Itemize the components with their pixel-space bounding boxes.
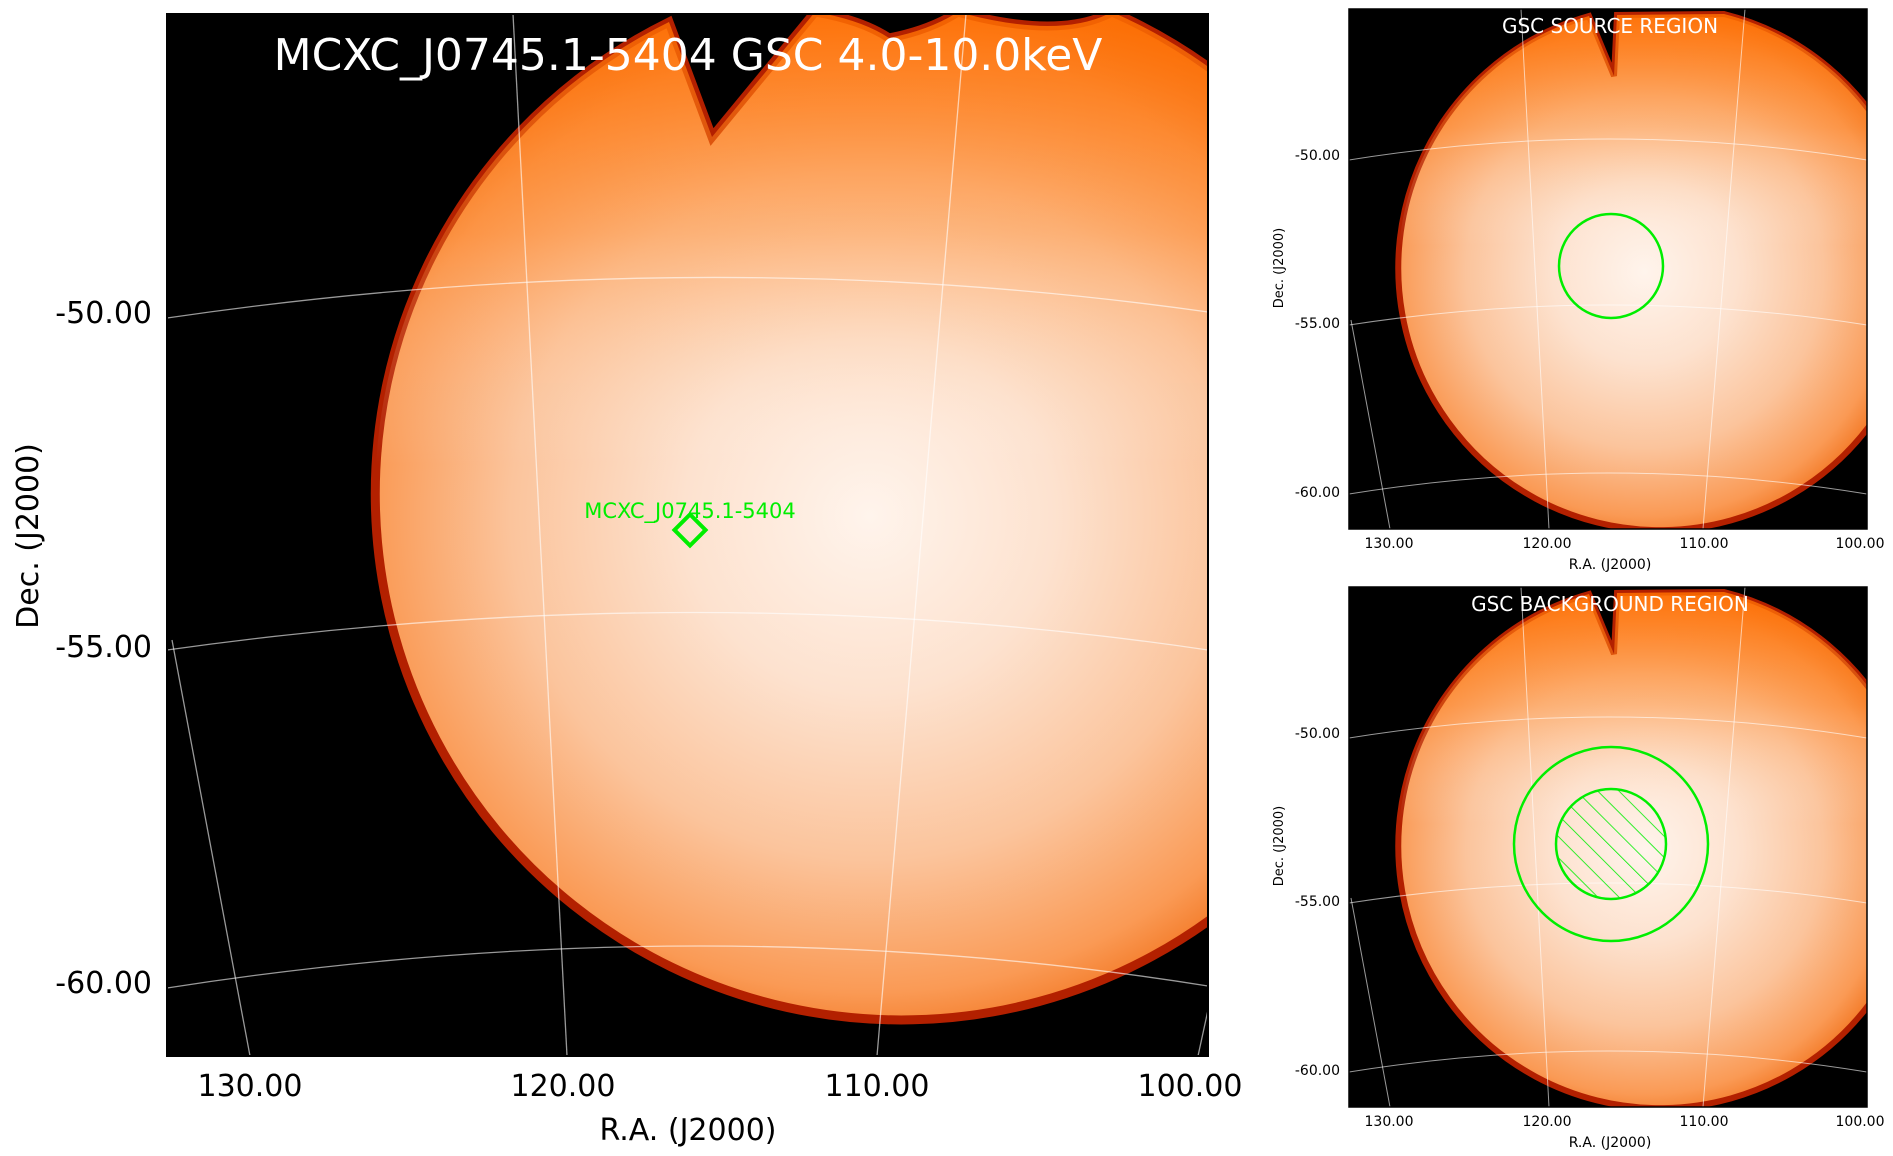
main-xtick-label: 100.00 [1138,1069,1243,1104]
source-panel: GSC SOURCE REGION -50.00 -55.00 -60.00 1… [1272,8,1885,573]
background-frame [1348,586,1868,1108]
source-ytick-label: -60.00 [1295,485,1340,501]
main-coordinate-grid [167,14,1208,1056]
source-ytick-label: -50.00 [1295,148,1340,164]
source-ytick-label: -55.00 [1295,316,1340,332]
background-excluded-circle [1554,787,1668,901]
background-xtick-label: 100.00 [1836,1114,1885,1130]
source-xaxis-label: R.A. (J2000) [1569,557,1652,573]
main-ytick-label: -60.00 [55,966,152,1001]
source-frame [1348,8,1868,530]
background-ytick-label: -55.00 [1295,894,1340,910]
source-region-circle [1557,212,1665,320]
source-title: GSC SOURCE REGION [1502,14,1718,38]
background-xtick-label: 130.00 [1365,1114,1414,1130]
main-panel: MCXC_J0745.1-5404 MCXC_J0745.1-5404 GSC … [11,13,1243,1148]
main-xtick-label: 120.00 [511,1069,616,1104]
background-panel: GSC BACKGROUND REGION -50.00 -55.00 -60.… [1272,586,1885,1151]
source-xtick-label: 100.00 [1836,536,1885,552]
main-xtick-label: 110.00 [825,1069,930,1104]
background-title: GSC BACKGROUND REGION [1471,592,1749,616]
main-xaxis-label: R.A. (J2000) [600,1113,777,1148]
background-coordinate-grid [1349,587,1867,1107]
background-ytick-label: -50.00 [1295,726,1340,742]
main-source-marker [671,511,709,549]
main-ytick-label: -55.00 [55,630,152,665]
source-yaxis-label: Dec. (J2000) [1272,228,1287,308]
main-ytick-label: -50.00 [55,296,152,331]
source-coordinate-grid [1349,9,1867,529]
main-xtick-label: 130.00 [198,1069,303,1104]
background-xaxis-label: R.A. (J2000) [1569,1135,1652,1151]
main-source-label: MCXC_J0745.1-5404 [584,499,796,524]
source-xtick-label: 120.00 [1523,536,1572,552]
background-ytick-label: -60.00 [1295,1063,1340,1079]
background-xtick-label: 110.00 [1680,1114,1729,1130]
background-yaxis-label: Dec. (J2000) [1272,806,1287,886]
main-frame [166,13,1209,1057]
background-xtick-label: 120.00 [1523,1114,1572,1130]
main-yaxis-label: Dec. (J2000) [11,443,46,629]
background-outer-circle [1512,745,1710,943]
source-xtick-label: 130.00 [1365,536,1414,552]
main-title: MCXC_J0745.1-5404 GSC 4.0-10.0keV [274,30,1103,81]
source-xtick-label: 110.00 [1680,536,1729,552]
